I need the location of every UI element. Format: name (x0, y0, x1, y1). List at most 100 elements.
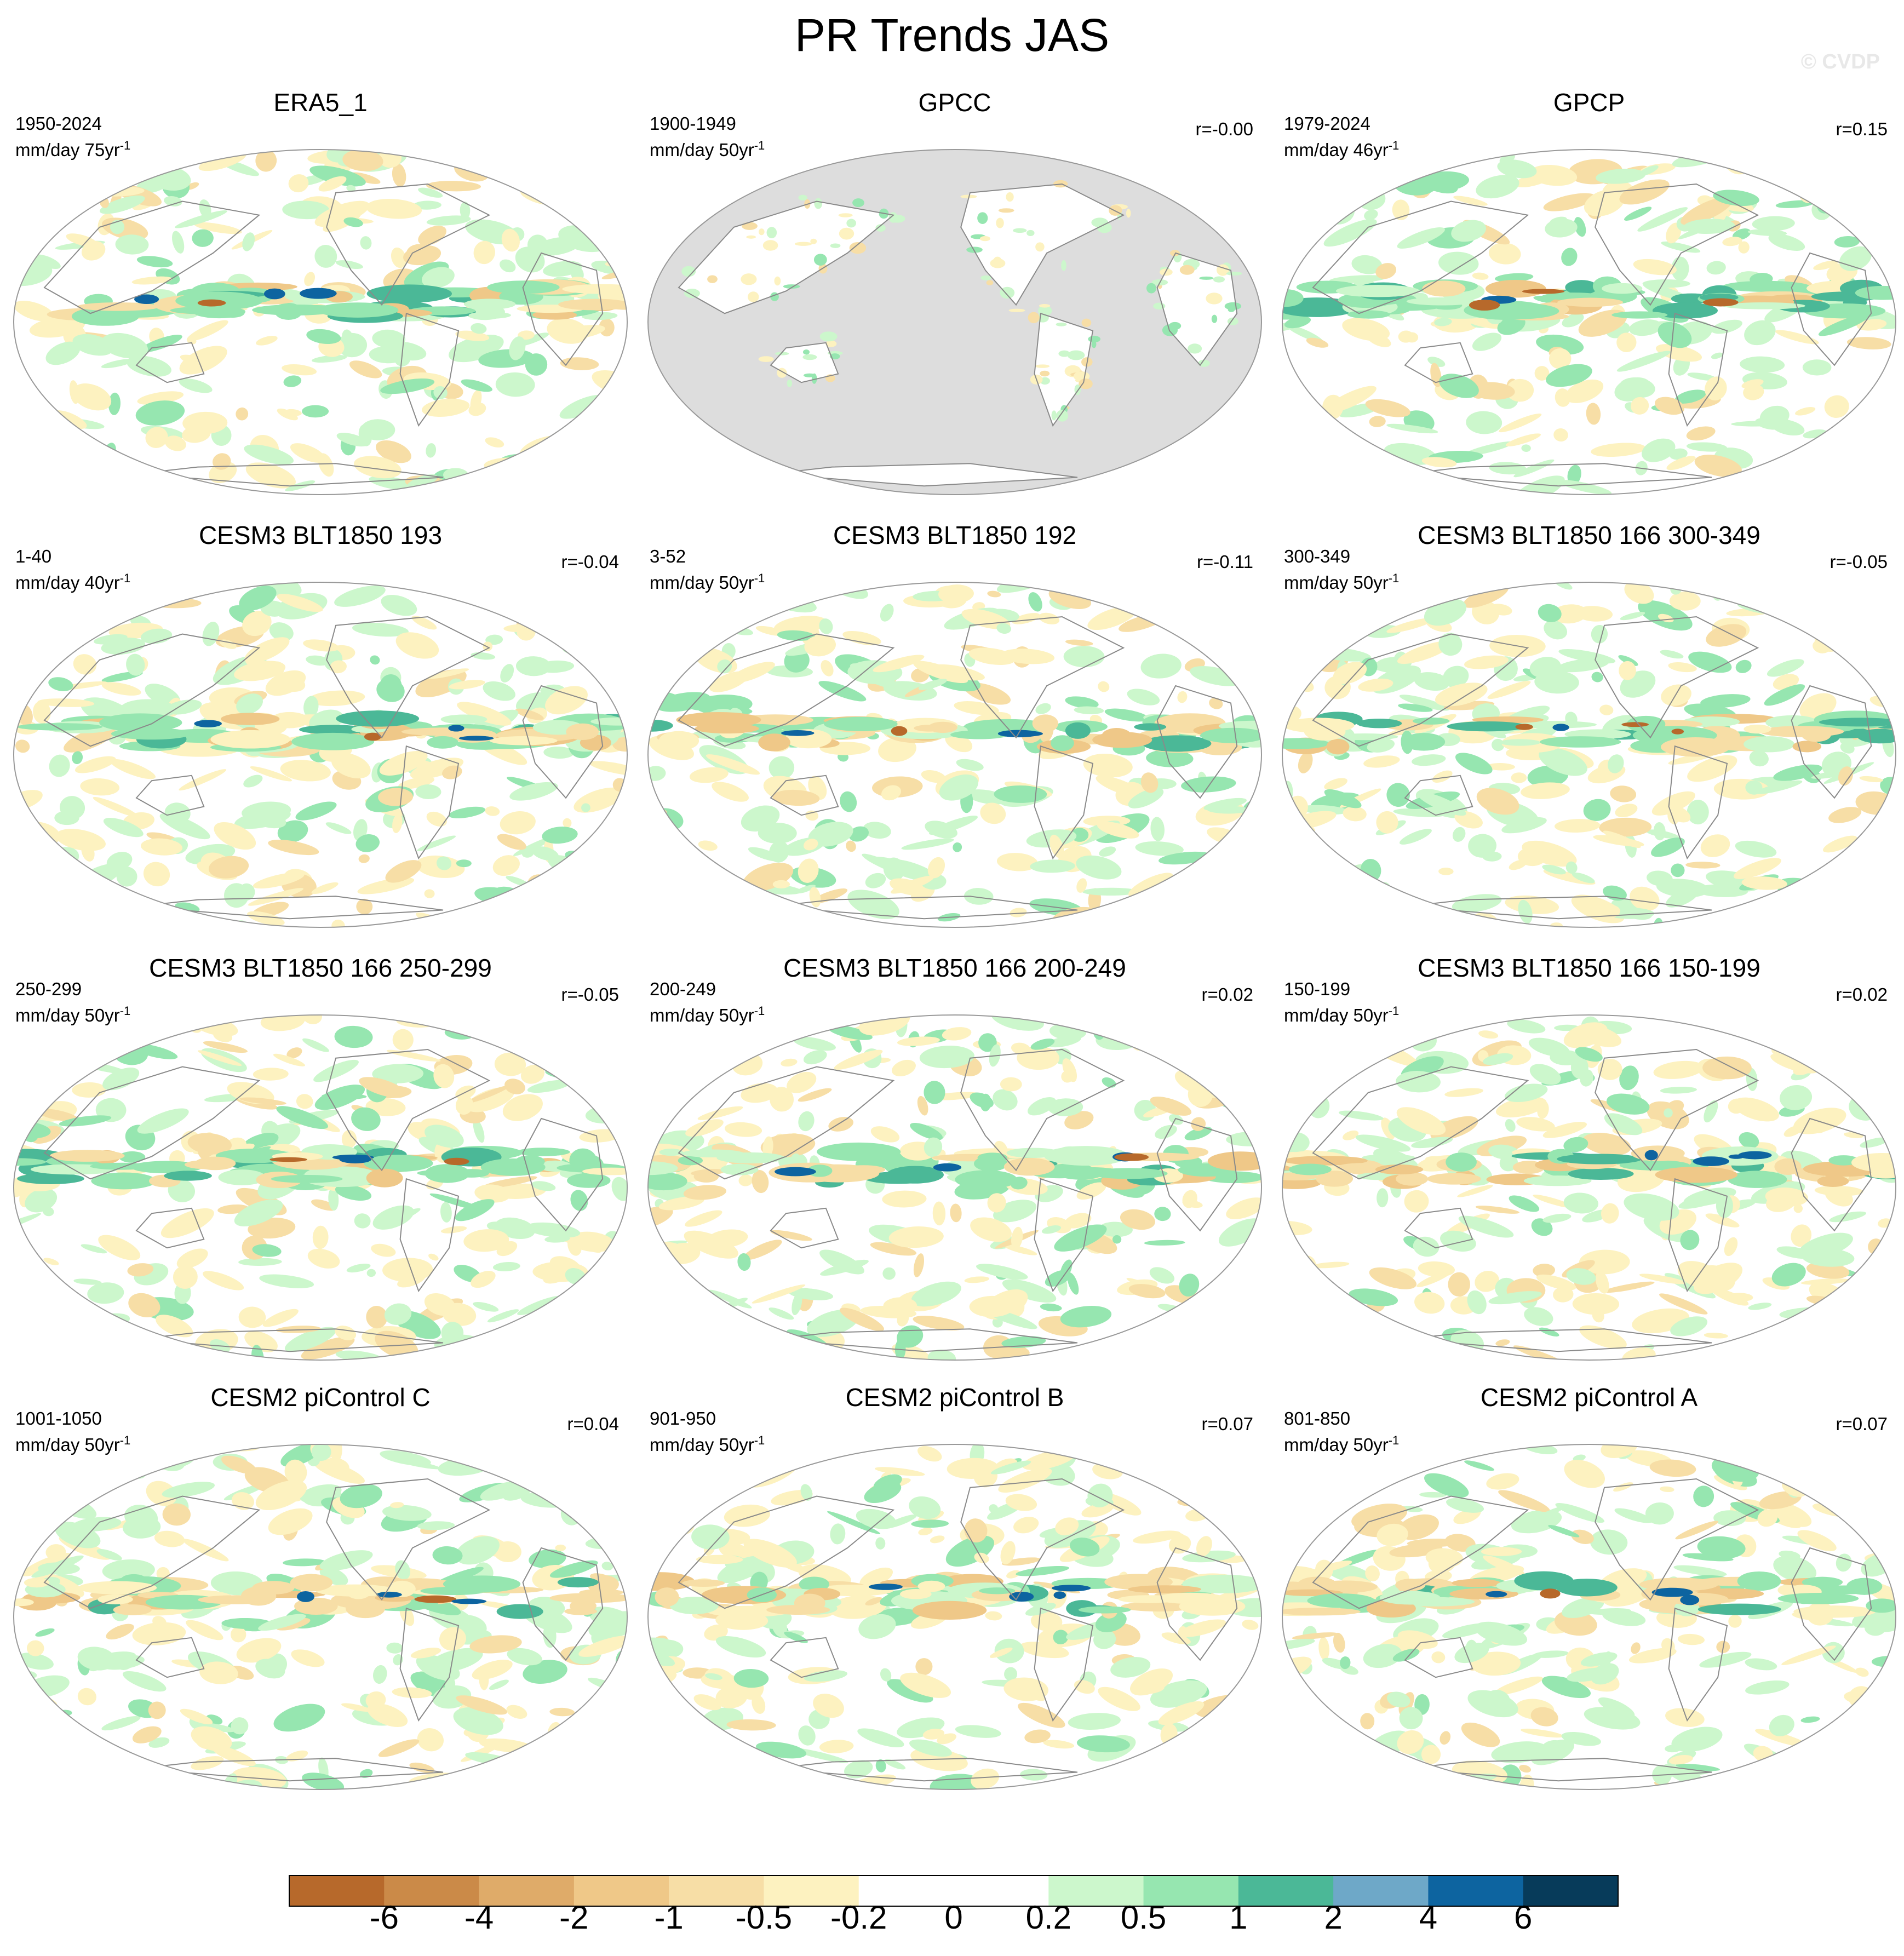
trend-blob (729, 662, 775, 684)
trend-blob (1218, 1218, 1261, 1247)
trend-blob (376, 440, 411, 463)
itcz-blob (517, 1148, 570, 1156)
trend-blob (884, 1759, 906, 1770)
trend-blob (689, 767, 729, 783)
trend-blob (1006, 1570, 1020, 1579)
trend-blob (1683, 326, 1716, 335)
trend-blob (825, 340, 837, 347)
trend-blob (1488, 242, 1521, 265)
panel-title: CESM3 BLT1850 166 200-249 (783, 954, 1126, 982)
trend-blob (1097, 822, 1139, 839)
trend-blob (834, 1049, 883, 1070)
cvdp-watermark: © CVDP (1800, 50, 1880, 73)
trend-blob (372, 329, 405, 348)
trend-blob (239, 586, 277, 611)
trend-blob (1467, 1290, 1487, 1315)
trend-blob (1773, 1556, 1817, 1582)
trend-blob (1595, 1271, 1609, 1294)
itcz-blob (1828, 1155, 1859, 1166)
trend-blob (59, 1115, 112, 1127)
trend-blob (128, 1293, 160, 1317)
trend-blob (1683, 219, 1735, 234)
trend-blob (919, 1045, 974, 1069)
trend-blob (1311, 1561, 1352, 1574)
robinson-map (13, 1444, 628, 1790)
trend-blob (380, 378, 435, 394)
trend-blob (1081, 318, 1092, 327)
itcz-blob (1057, 1146, 1084, 1158)
trend-blob (1053, 1630, 1069, 1645)
trend-blob (456, 1695, 508, 1715)
trend-blob (1733, 858, 1781, 879)
trend-blob (392, 813, 403, 833)
trend-blob (43, 1258, 59, 1265)
trend-blob (455, 1095, 473, 1115)
colorbar-tick-label: -4 (464, 1899, 494, 1936)
trend-blob (311, 882, 339, 894)
trend-blob (1769, 1714, 1794, 1736)
trend-blob (428, 1253, 439, 1261)
trend-blob (1461, 1722, 1500, 1747)
trend-blob (1533, 1264, 1556, 1277)
trend-blob (1417, 791, 1466, 816)
trend-blob (1744, 320, 1776, 346)
trend-blob (330, 660, 347, 674)
trend-blob (1472, 332, 1502, 351)
itcz-blob (1395, 1579, 1426, 1592)
trend-blob (1369, 416, 1386, 427)
trend-blob (1695, 884, 1748, 897)
trend-blob (1471, 1651, 1521, 1676)
trend-blob (1682, 1553, 1734, 1562)
coastline (135, 1637, 205, 1678)
trend-blob (309, 165, 366, 187)
trend-blob (726, 1719, 776, 1731)
trend-blob (273, 1703, 325, 1732)
trend-blob (1412, 754, 1446, 766)
trend-blob (1666, 888, 1699, 908)
trend-blob (1497, 315, 1526, 335)
trend-blob (970, 1092, 994, 1108)
trend-core (1114, 1153, 1149, 1161)
trend-blob (1767, 659, 1804, 677)
trend-blob (1743, 384, 1764, 400)
trend-blob (172, 231, 185, 254)
trend-blob (874, 1467, 925, 1476)
itcz-blob (1092, 732, 1152, 748)
trend-blob (830, 1523, 846, 1545)
trend-blob (1126, 209, 1131, 218)
trend-core (868, 1584, 903, 1590)
trend-blob (359, 1077, 406, 1098)
map-panel: ERA5_1 1950-2024 mm/day 75yr-1 (5, 87, 635, 503)
trend-blob (1494, 273, 1534, 283)
trend-blob (187, 1133, 232, 1155)
trend-blob (1748, 1303, 1772, 1310)
trend-blob (1653, 1060, 1704, 1079)
trend-blob (424, 889, 435, 898)
trend-blob (1660, 650, 1684, 659)
trend-blob (123, 1671, 167, 1692)
trend-blob (1522, 840, 1577, 867)
trend-blob (842, 630, 881, 646)
trend-blob (1438, 633, 1463, 656)
trend-blob (1333, 662, 1367, 684)
coastline (399, 312, 460, 427)
trend-blob (1800, 1716, 1820, 1723)
trend-blob (1565, 861, 1578, 874)
itcz-blob (346, 1598, 386, 1619)
trend-blob (1855, 1667, 1869, 1677)
trend-blob (1544, 620, 1568, 640)
trend-blob (523, 1660, 567, 1684)
trend-blob (857, 1728, 904, 1748)
coastline (770, 775, 839, 816)
trend-blob (658, 1196, 704, 1211)
trend-blob (1642, 438, 1676, 462)
trend-blob (1591, 672, 1603, 682)
trend-blob (924, 1081, 945, 1104)
trend-blob (746, 235, 756, 239)
trend-blob (1614, 1508, 1653, 1523)
trend-blob (1376, 811, 1398, 834)
trend-blob (1700, 694, 1751, 708)
trend-blob (1563, 1137, 1588, 1152)
itcz-blob (1744, 736, 1795, 753)
trend-blob (1501, 817, 1547, 834)
